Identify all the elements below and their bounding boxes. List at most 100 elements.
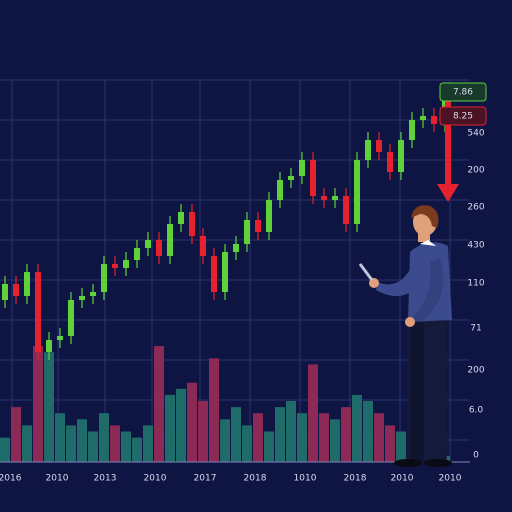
x-label: 2010 — [144, 474, 167, 484]
right-label: 71 — [470, 324, 481, 334]
candle-body — [90, 292, 96, 296]
candle-body — [178, 212, 184, 224]
volume-bar — [165, 394, 175, 462]
volume-bar — [187, 382, 197, 462]
volume-bar — [220, 419, 230, 462]
volume-bar — [33, 346, 43, 462]
volume-bar — [341, 407, 351, 462]
candle-body — [156, 240, 162, 256]
volume-bar — [209, 358, 219, 462]
volume-bar — [0, 437, 10, 462]
candle-body — [13, 284, 19, 296]
volume-bar — [66, 425, 76, 462]
grid — [0, 79, 470, 462]
volume-bar — [330, 419, 340, 462]
candle-body — [200, 236, 206, 256]
candle-body — [123, 260, 129, 268]
candle-body — [189, 212, 195, 236]
candle-body — [68, 300, 74, 336]
candle-body — [431, 116, 437, 124]
volume-bar — [264, 431, 274, 462]
candle-body — [222, 252, 228, 292]
x-label: 2018 — [344, 474, 367, 484]
candle-body — [79, 296, 85, 300]
candle-body — [310, 160, 316, 196]
volume-bar — [374, 413, 384, 462]
right-label: 200 — [467, 366, 484, 376]
x-label: 2017 — [194, 474, 217, 484]
candle-body — [420, 116, 426, 120]
right-label: 0 — [473, 451, 479, 461]
volume-bar — [11, 407, 21, 462]
candle-body — [167, 224, 173, 256]
volume-bar — [385, 425, 395, 462]
x-label: 2010 — [46, 474, 69, 484]
volume-bar — [132, 437, 142, 462]
candle-body — [57, 336, 63, 340]
x-label: 2018 — [244, 474, 267, 484]
candle-body — [101, 264, 107, 292]
volume-bar — [176, 388, 186, 462]
volume-bar — [121, 431, 131, 462]
candle-body — [343, 196, 349, 224]
volume-bar — [319, 413, 329, 462]
candle-body — [134, 248, 140, 260]
volume-bar — [275, 407, 285, 462]
candle-body — [365, 140, 371, 160]
candle-body — [321, 196, 327, 200]
candles — [2, 88, 448, 360]
volume-bar — [352, 394, 362, 462]
candle-body — [409, 120, 415, 140]
candle-body — [233, 244, 239, 252]
candle-body — [354, 160, 360, 224]
volume-bar — [396, 431, 406, 462]
x-label: 2010 — [439, 474, 462, 484]
volume-bar — [363, 401, 373, 462]
volume-bar — [198, 401, 208, 462]
volume-bar — [253, 413, 263, 462]
x-label: 2010 — [391, 474, 414, 484]
right-label: 110 — [467, 279, 484, 289]
candle-body — [376, 140, 382, 152]
right-label: 540 — [467, 129, 484, 139]
candle-body — [46, 340, 52, 352]
candle-body — [387, 152, 393, 172]
volume-bar — [44, 352, 54, 462]
candle-body — [211, 256, 217, 292]
volume-bar — [143, 425, 153, 462]
volume-bars — [0, 346, 450, 462]
x-label: 1010 — [294, 474, 317, 484]
down-arrow — [437, 100, 459, 202]
volume-bar — [110, 425, 120, 462]
volume-bar — [297, 413, 307, 462]
candle-body — [332, 196, 338, 200]
volume-bar — [22, 425, 32, 462]
price-badge — [439, 82, 487, 102]
candle-body — [145, 240, 151, 248]
volume-bar — [55, 413, 65, 462]
candle-body — [266, 200, 272, 232]
volume-bar — [242, 425, 252, 462]
candle-body — [2, 284, 8, 300]
right-label: 200 — [467, 166, 484, 176]
candle-body — [277, 180, 283, 200]
candle-body — [255, 220, 261, 232]
badge-text: 8.25 — [453, 112, 473, 122]
candle-body — [112, 264, 118, 268]
candle-body — [288, 176, 294, 180]
right-label: 430 — [467, 241, 484, 251]
volume-bar — [154, 346, 164, 462]
labels: 2016 2010 2013 2010 2017 2018 1010 2018 2010 2010… — [0, 129, 485, 484]
right-label: 260 — [467, 203, 484, 213]
volume-bar — [88, 431, 98, 462]
candle-body — [299, 160, 305, 176]
volume-bar — [308, 364, 318, 462]
volume-bar — [231, 407, 241, 462]
candle-body — [398, 140, 404, 172]
candle-body — [244, 220, 250, 244]
volume-bar — [99, 413, 109, 462]
volume-bar — [77, 419, 87, 462]
person — [358, 205, 452, 467]
candle-body — [24, 272, 30, 296]
